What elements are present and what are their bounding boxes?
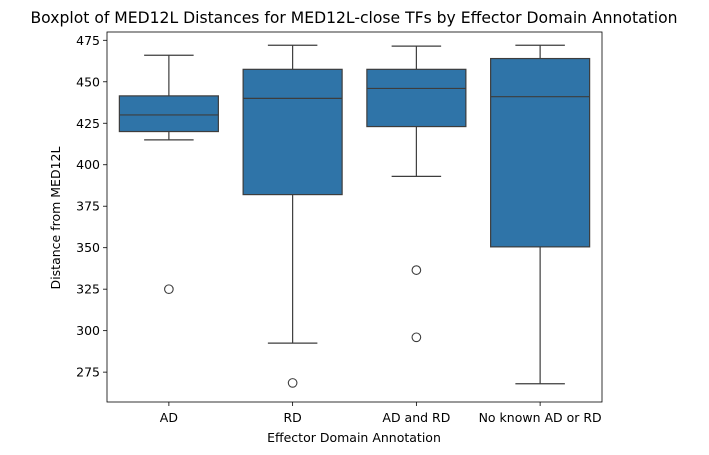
y-tick-label: 300 bbox=[76, 323, 100, 338]
y-tick-label: 475 bbox=[76, 33, 100, 48]
x-tick-label: AD bbox=[160, 410, 178, 425]
chart-title: Boxplot of MED12L Distances for MED12L-c… bbox=[30, 9, 677, 27]
box-group bbox=[118, 54, 219, 295]
x-tick-label: No known AD or RD bbox=[479, 410, 602, 425]
y-tick-label: 325 bbox=[76, 282, 100, 297]
outlier-point bbox=[164, 284, 174, 295]
box-iqr bbox=[118, 95, 219, 133]
outlier-point bbox=[287, 378, 298, 388]
box-iqr bbox=[242, 68, 343, 196]
x-tick-label: AD and RD bbox=[382, 410, 450, 425]
box-group bbox=[366, 45, 467, 343]
y-axis-label: Distance from MED12L bbox=[48, 147, 63, 290]
box-group bbox=[242, 44, 343, 388]
y-tick-label: 350 bbox=[76, 240, 100, 255]
outlier-point bbox=[411, 265, 422, 275]
y-tick-label: 400 bbox=[76, 157, 100, 172]
y-tick-label: 275 bbox=[76, 365, 100, 380]
box-series bbox=[118, 44, 591, 388]
outlier-point bbox=[411, 332, 422, 343]
box-iqr bbox=[490, 57, 591, 248]
y-tick-label: 425 bbox=[76, 116, 100, 131]
y-tick-label: 375 bbox=[76, 199, 100, 214]
plot-area-frame bbox=[106, 31, 603, 403]
y-axis-ticks: 275 300 325 350 375 400 425 450 475 bbox=[76, 33, 107, 380]
y-tick-label: 450 bbox=[76, 74, 100, 89]
box-group bbox=[490, 44, 591, 385]
x-tick-label: RD bbox=[283, 410, 301, 425]
x-axis-label: Effector Domain Annotation bbox=[267, 430, 441, 445]
box-iqr bbox=[366, 68, 467, 128]
x-axis-ticks: AD RD AD and RD No known AD or RD bbox=[160, 402, 602, 425]
